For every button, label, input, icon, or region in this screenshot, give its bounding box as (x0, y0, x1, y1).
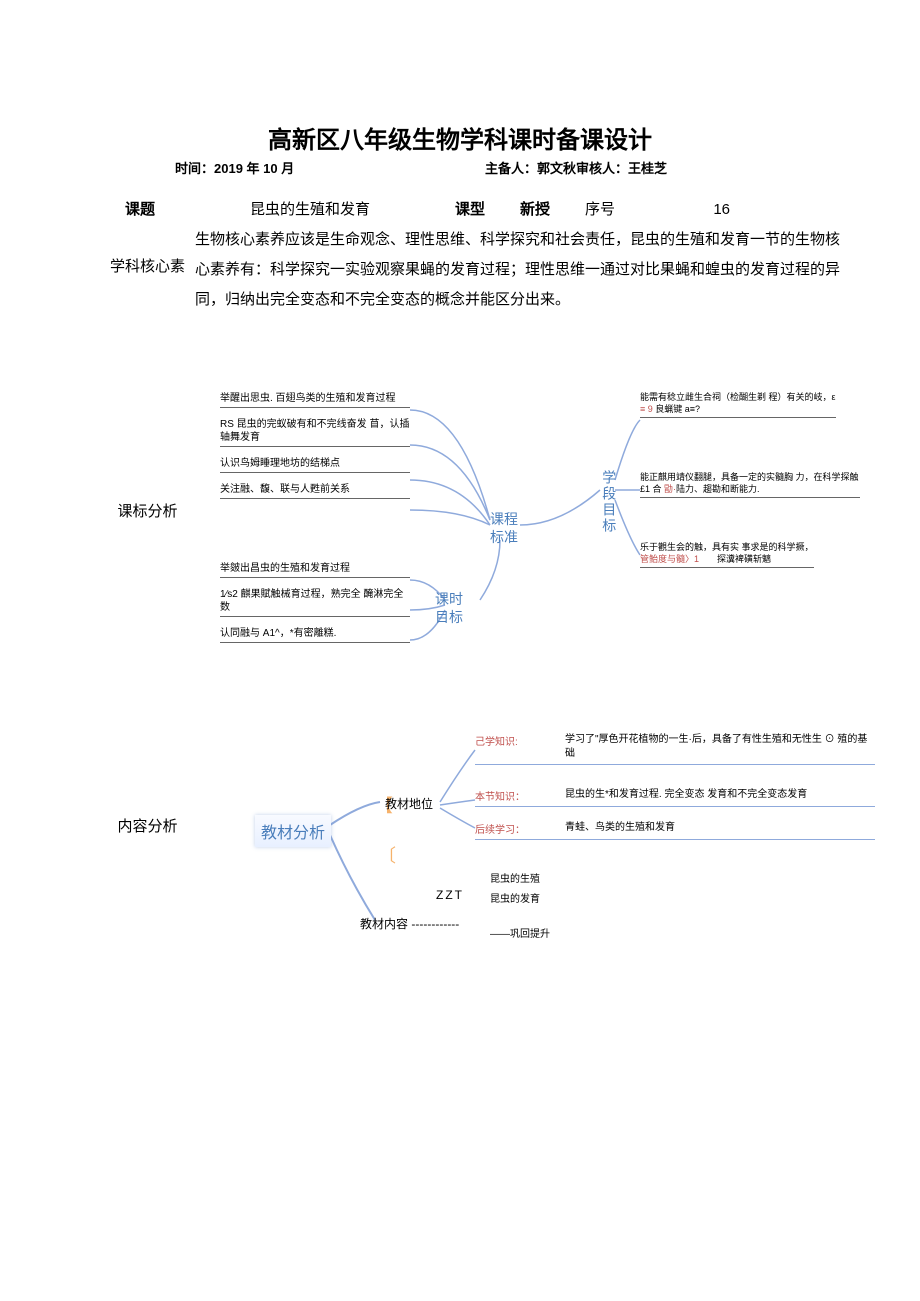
kbfx-right-sub-text: 探瀵裨磺斩魑 (699, 554, 771, 564)
kbfx-right-sub-red: ≡ 9 (640, 404, 653, 414)
branch-mark-icon: 〔 (378, 842, 396, 868)
mindmap-kbfx: 举醒出思虫. 百翅鸟类的生殖和发育过程 RS 昆虫的完蚁破有和不完线奋发 苜，认… (220, 390, 840, 660)
time-label-text: 时间： (175, 161, 214, 176)
nrfx-key: 本节知识： (475, 788, 545, 803)
kbfx-right-sub-text: 良蝋键 a≡? (653, 404, 700, 414)
nrfx-key: 己学知识: (475, 733, 545, 748)
mindmap-nrfx: 教材分析 【 〔 教材地位 教材内容 ------------ ZZT 己学知识… (220, 730, 860, 960)
page-title: 高新区八年级生物学科课时备课设计 (0, 120, 920, 155)
nrfx-root: 教材分析 (255, 815, 331, 847)
nrfx-kv-row: 己学知识: 学习了"厚色开花植物的一生·后，具备了有性生殖和无性生 ⊙ 殖的基础 (475, 730, 875, 765)
nrfx-key: 后续学习： (475, 821, 545, 836)
node-ksmb: 课时 目标 (435, 590, 463, 626)
nrfx-val: 昆虫的生*和发育过程. 完全变态 发育和不完全变态发育 (565, 788, 875, 802)
nrfx-val: 青蛙、鸟类的生殖和发育 (565, 821, 875, 835)
time-value: 2019 年 10 月 (214, 161, 294, 176)
kbfx-label: 课标分析 (100, 500, 195, 521)
node-jcnr: 教材内容 ------------ (360, 915, 459, 932)
zzt-label: ZZT (436, 888, 464, 902)
dashes: ------------ (408, 917, 459, 931)
kbfx-left-item: RS 昆虫的完蚁破有和不完线奋发 苜，认插轴舞发育 (220, 416, 410, 447)
seq-value: 16 (630, 201, 730, 218)
kbfx-right-red: 勖· (664, 484, 676, 494)
kbfx-right-item: 乐于觀生会的触，具有实 事求是的科学撅， 管鲐度与髓〉1 探瀵裨磺斩魑 (640, 540, 814, 568)
meta-row: 时间：2019 年 10 月 主备人：郭文秋审核人：王桂芝 (175, 158, 820, 177)
core-block: 学科核心素 生物核心素养应该是生命观念、理性思维、科学探究和社会责任，昆虫的生殖… (100, 225, 840, 315)
kbfx-right-item: 能正麒用靖仪翻腿，具备一定的实髓胸 力，在科学探触£1 合 勖·陆力、趨勘和断能… (640, 470, 860, 498)
nrfx-sub-item: ——巩回提升 (490, 925, 550, 940)
kbfx-left-item: 认同融与 A1^，*有密離糕. (220, 625, 410, 643)
seq-label: 序号 (570, 198, 630, 219)
nrfx-sub-item: 昆虫的发育 (490, 890, 540, 905)
nrfx-sub-item: 昆虫的生殖 (490, 870, 540, 885)
node-xdmb: 学段目标 (600, 470, 618, 534)
topic-label: 课题 (100, 198, 180, 219)
kbfx-left-item: 认识鸟姆睡理地坊的结梯点 (220, 455, 410, 473)
kbfx-left-item: 关注融、馥、联与人甦前关系 (220, 481, 410, 499)
type-value: 新授 (500, 198, 570, 219)
nrfx-label: 内容分析 (100, 815, 195, 836)
kbfx-left-item: 1⁄s2 麒果賦触械育过程，熟完全 醃淋完全数 (220, 586, 410, 617)
core-text: 生物核心素养应该是生命观念、理性思维、科学探究和社会责任，昆虫的生殖和发育一节的… (195, 225, 840, 315)
node-jcdw: 教材地位 (385, 795, 433, 812)
people-info: 主备人：郭文秋审核人：王桂芝 (485, 158, 667, 177)
node-jcnr-text: 教材内容 (360, 917, 408, 931)
type-label: 课型 (440, 198, 500, 219)
nrfx-kv-row: 后续学习： 青蛙、鸟类的生殖和发育 (475, 818, 875, 840)
kbfx-right-tail: 陆力、趨勘和断能力. (676, 484, 760, 494)
nrfx-val: 学习了"厚色开花植物的一生·后，具备了有性生殖和无性生 ⊙ 殖的基础 (565, 733, 875, 761)
header-row: 课题 昆虫的生殖和发育 课型 新授 序号 16 (100, 198, 840, 219)
kbfx-left-item: 举皴出昌虫的生殖和发育过程 (220, 560, 410, 578)
kbfx-right-main: 能需有稔立雌生合祠（检醐生剃 程）有关的岐，ε (640, 392, 836, 404)
nrfx-kv-row: 本节知识： 昆虫的生*和发育过程. 完全变态 发育和不完全变态发育 (475, 785, 875, 807)
topic-value: 昆虫的生殖和发育 (180, 198, 440, 219)
kbfx-left-item: 举醒出思虫. 百翅鸟类的生殖和发育过程 (220, 390, 410, 408)
kbfx-right-main: 乐于觀生会的触，具有实 事求是的科学撅， (640, 542, 814, 554)
kbfx-right-sub-red: 管鲐度与髓〉1 (640, 554, 699, 564)
kbfx-right-item: 能需有稔立雌生合祠（检醐生剃 程）有关的岐，ε ≡ 9 良蝋键 a≡? (640, 390, 836, 418)
node-kcbz: 课程 标准 (490, 510, 518, 546)
core-label: 学科核心素 (100, 225, 195, 315)
time-label: 时间：2019 年 10 月 (175, 161, 294, 176)
